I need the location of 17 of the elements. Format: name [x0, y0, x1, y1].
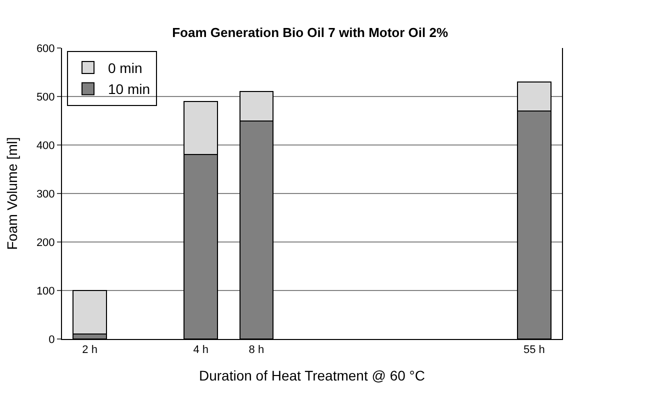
- x-tick-label: 8 h: [248, 344, 264, 356]
- y-tick-label: 200: [36, 236, 55, 249]
- legend-label: 10 min: [108, 81, 150, 98]
- y-tick-label: 400: [36, 140, 55, 152]
- y-tick-label: 0: [48, 334, 55, 346]
- y-tick-label: 500: [36, 91, 55, 104]
- x-tick-label: 4 h: [193, 344, 209, 356]
- x-tick-label: 55 h: [524, 344, 545, 356]
- x-tick-label: 2 h: [82, 344, 98, 356]
- y-tick-label: 100: [36, 285, 55, 298]
- y-axis-title: Foam Volume [ml]: [4, 137, 20, 250]
- x-axis-title: Duration of Heat Treatment @ 60 °C: [198, 368, 426, 384]
- legend-label: 0 min: [108, 60, 142, 76]
- chart-title: Foam Generation Bio Oil 7 with Motor Oil 2%: [172, 24, 448, 40]
- y-tick-label: 300: [36, 188, 55, 200]
- bar: [72, 290, 107, 335]
- y-tick-label: 600: [36, 42, 55, 55]
